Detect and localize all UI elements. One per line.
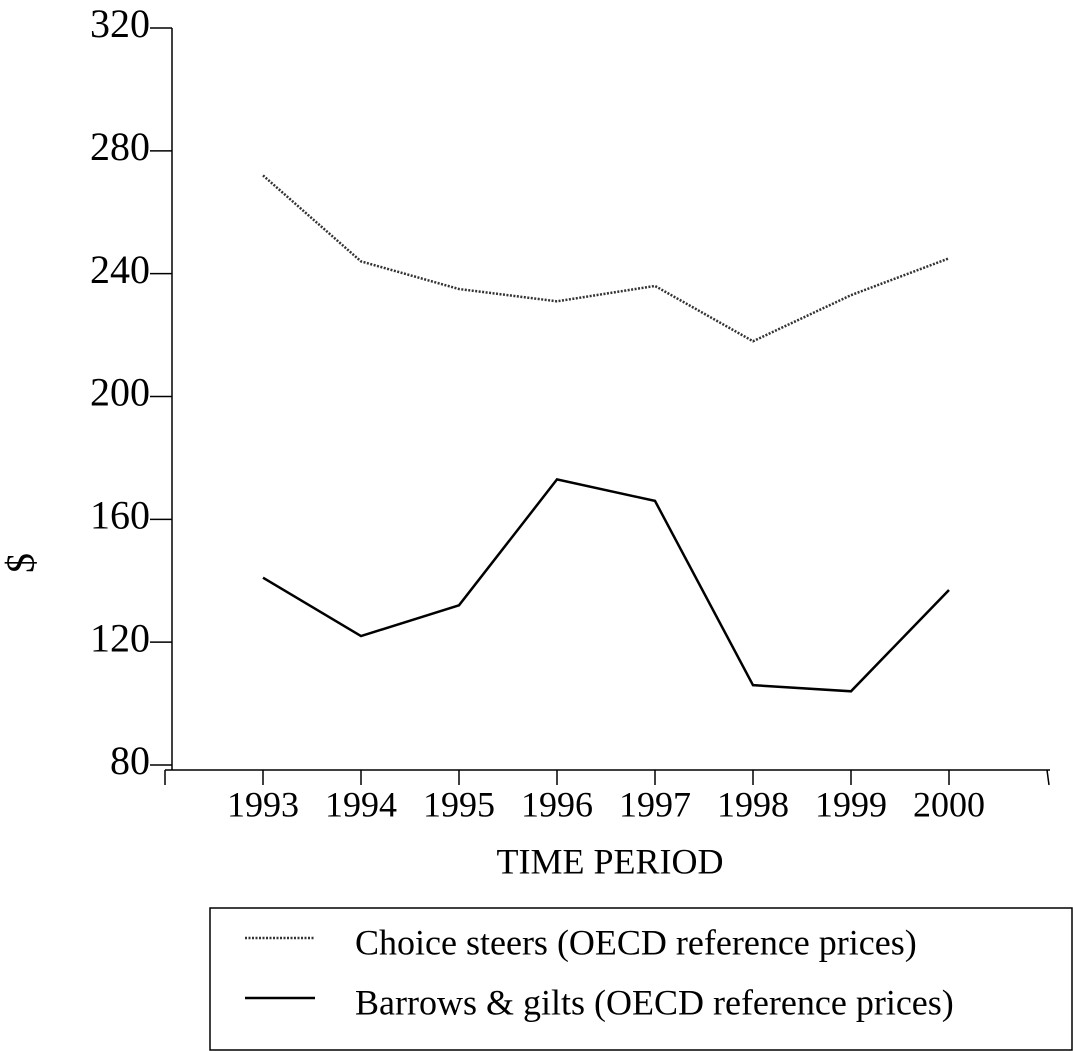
y-tick-label: 280 — [90, 124, 150, 169]
x-tick-label: 1994 — [325, 784, 397, 824]
y-tick-label: 320 — [90, 1, 150, 46]
y-tick-label: 160 — [90, 493, 150, 538]
series-line — [262, 174, 950, 343]
x-tick-label: 1997 — [619, 784, 691, 824]
y-tick-label: 120 — [90, 615, 150, 660]
legend-label: Choice steers (OECD reference prices) — [355, 922, 917, 962]
series-line — [262, 478, 950, 693]
x-tick-label: 1993 — [227, 784, 299, 824]
x-tick-label: 2000 — [913, 784, 985, 824]
legend-box — [209, 907, 1073, 1051]
x-tick-label: 1995 — [423, 784, 495, 824]
legend-label: Barrows & gilts (OECD reference prices) — [355, 982, 954, 1022]
x-tick-label: 1999 — [815, 784, 887, 824]
x-axis-label: TIME PERIOD — [497, 841, 724, 881]
y-tick-label: 200 — [90, 370, 150, 415]
y-tick-label: 80 — [110, 738, 150, 783]
y-tick-label: 240 — [90, 247, 150, 292]
y-axis-label: $ — [0, 553, 43, 573]
x-tick-label: 1998 — [717, 784, 789, 824]
x-tick-label: 1996 — [521, 784, 593, 824]
x-axis-end — [1046, 769, 1050, 786]
